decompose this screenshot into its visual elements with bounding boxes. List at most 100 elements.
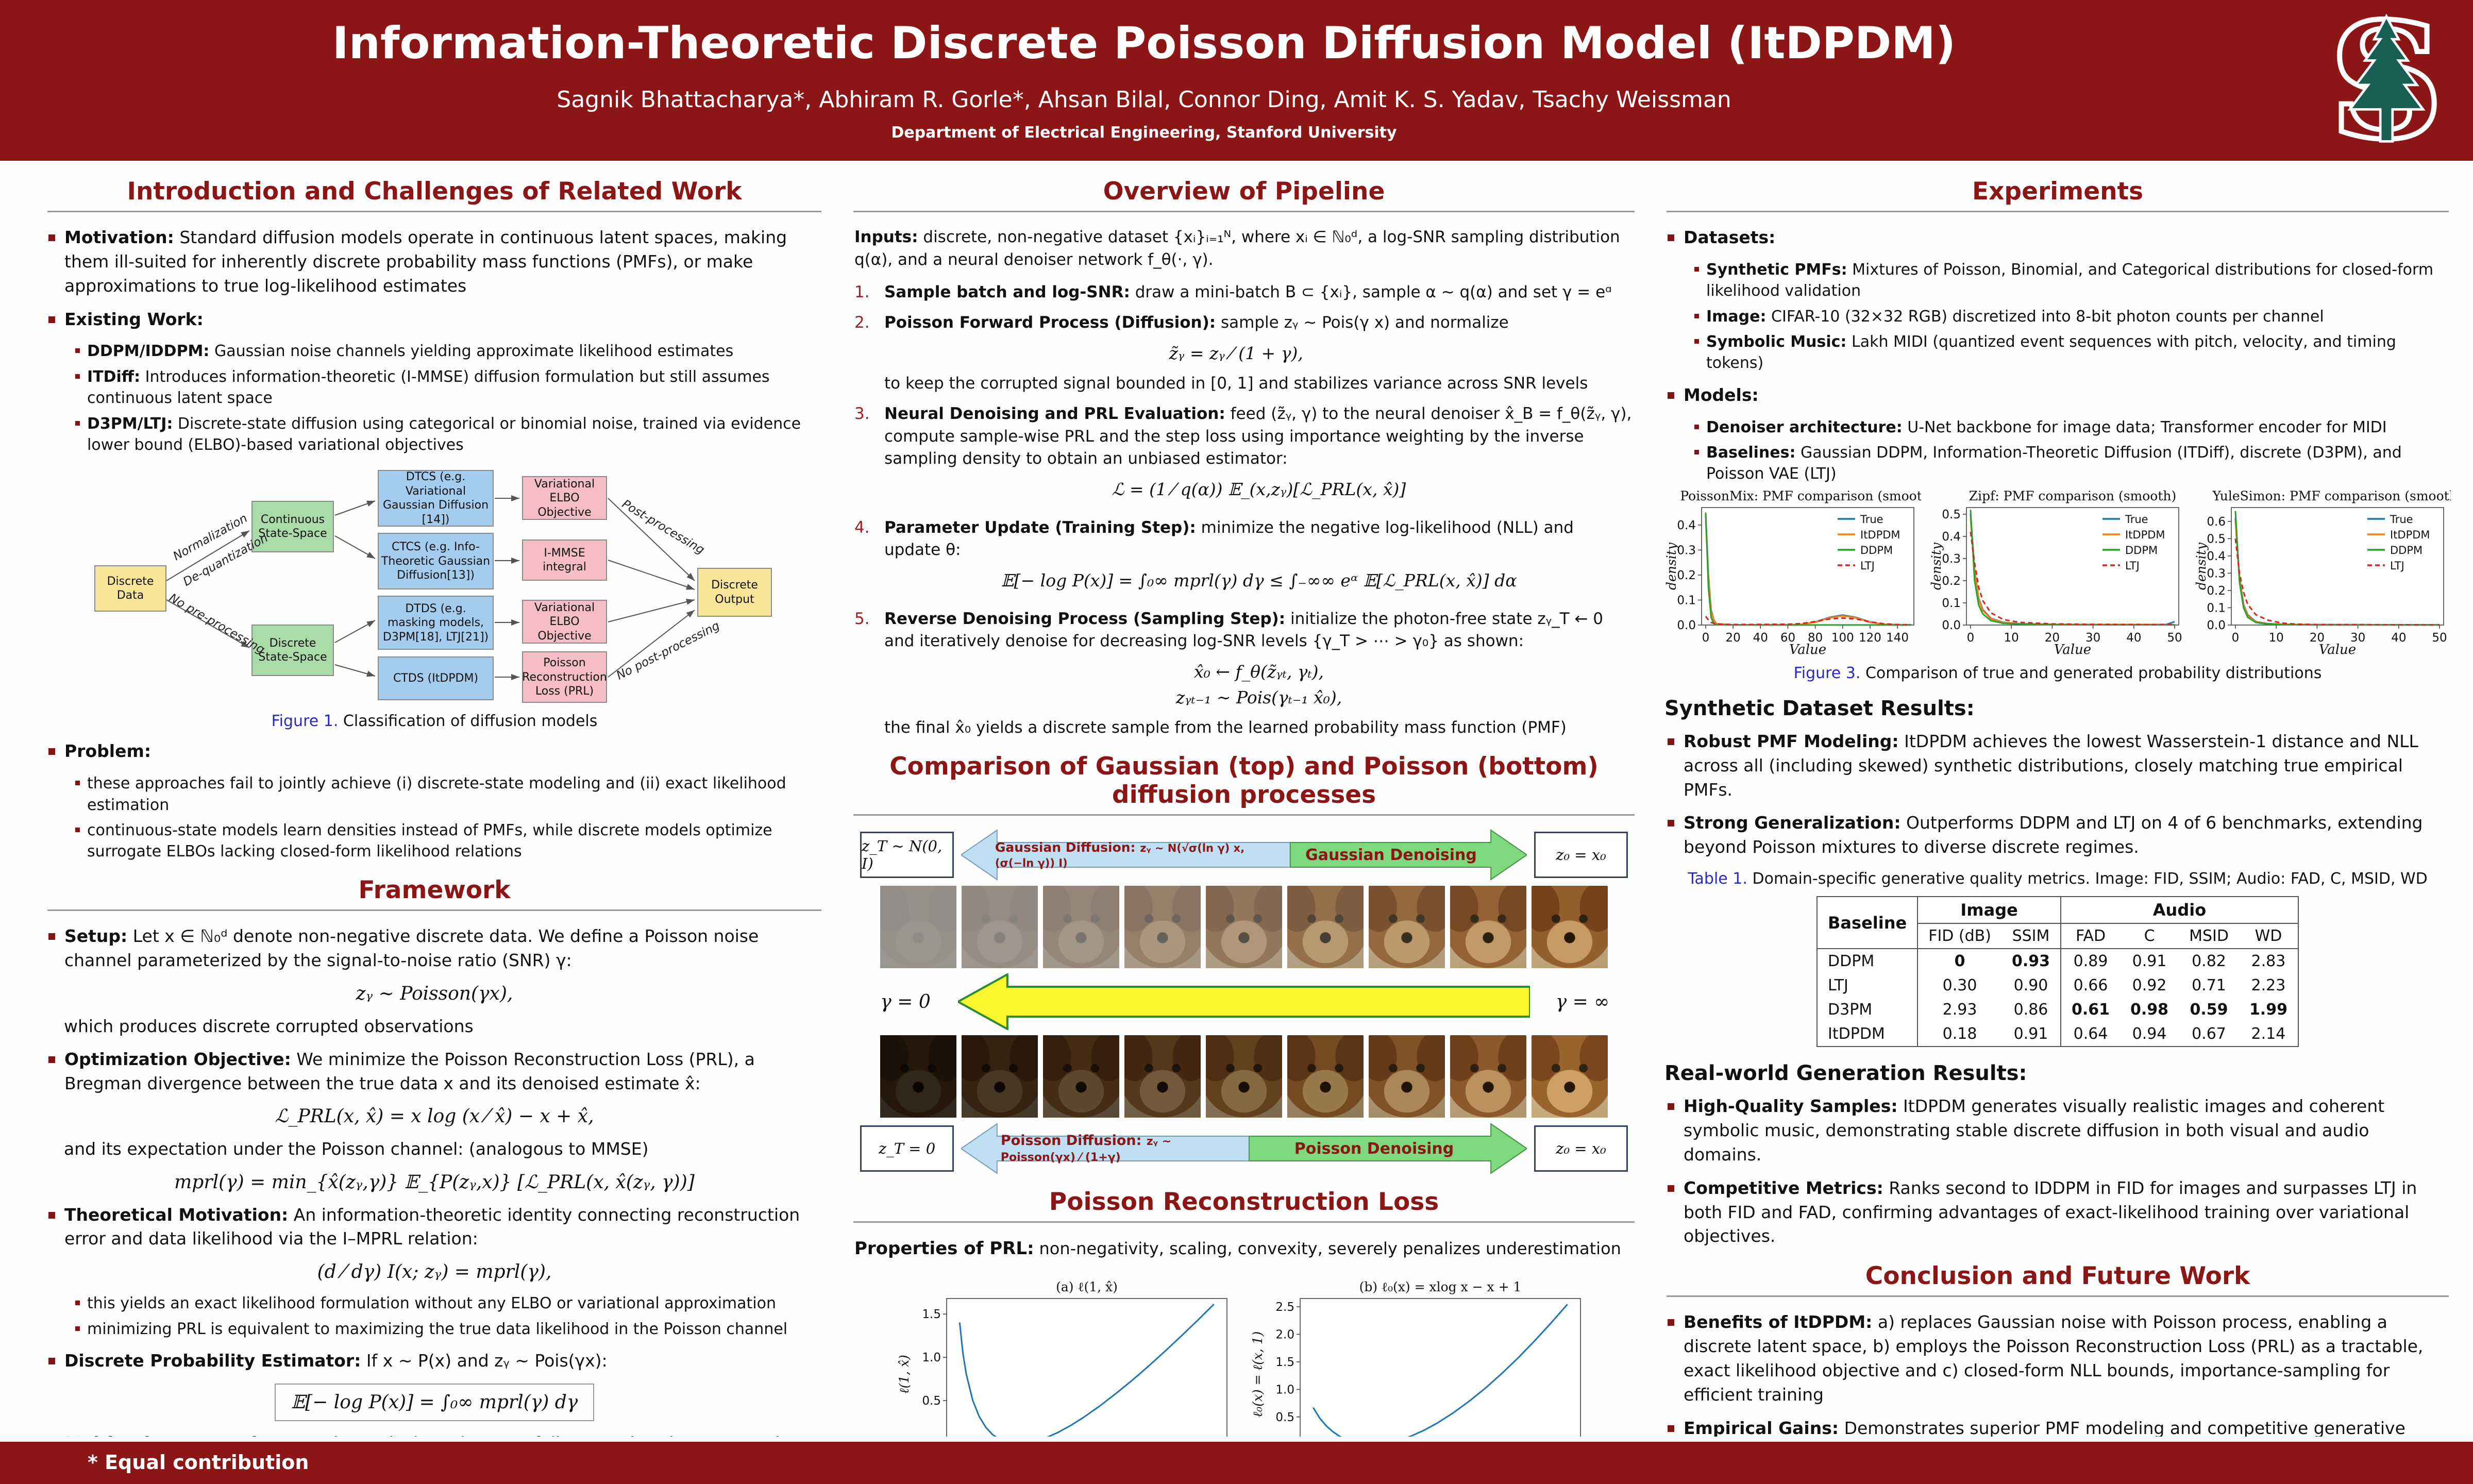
dog-image-frame	[1206, 886, 1282, 969]
bullet-icon	[1694, 450, 1699, 455]
dog-image-frame	[1043, 886, 1119, 969]
svg-text:0.5: 0.5	[922, 1394, 941, 1408]
svg-text:100: 100	[1831, 631, 1854, 645]
node-variational-elbo-1: Variational ELBO Objective	[522, 476, 607, 520]
middle-column: Overview of Pipeline Inputs: discrete, n…	[851, 164, 1637, 1437]
figure3-poissonmix-chart: 0 20 40 60 80 100 120 140 0.0 0.1 0.2 0.3 0.4 Value de…	[1664, 489, 1921, 657]
svg-text:1.0: 1.0	[922, 1351, 941, 1364]
dog-face-graphic	[1532, 886, 1608, 969]
gaussian-denoising-label: Gaussian Denoising	[1305, 846, 1477, 864]
svg-text:density: density	[1929, 542, 1944, 590]
dog-face-graphic	[880, 1035, 956, 1118]
state-box-zt-gaussian: z_T ∼ N(0, I)	[860, 832, 954, 879]
svg-text:30: 30	[2085, 631, 2100, 645]
svg-text:0.3: 0.3	[1942, 552, 1961, 566]
svg-text:0.0: 0.0	[2207, 619, 2226, 632]
bullet-icon	[75, 1326, 80, 1331]
step-2-after: to keep the corrupted signal bounded in …	[884, 374, 1588, 393]
node-prl: Poisson Reconstruction Loss (PRL)	[522, 651, 607, 703]
text-continuation: and its expectation under the Poisson ch…	[64, 1139, 649, 1159]
dog-face-graphic	[1206, 886, 1282, 969]
dog-image-frame	[1287, 1035, 1364, 1118]
poster-affiliation: Department of Electrical Engineering, St…	[891, 124, 1397, 142]
figure3-zipf-chart: 0 10 20 30 40 50 0.0 0.1 0.2 0.3 0.4 0.5 Value densit…	[1929, 489, 2182, 657]
figure2b-prl0-curve-chart: 012340.00.51.01.52.02.5xℓ₀(x) = ℓ(x, 1)(…	[1251, 1279, 1581, 1437]
subheading-synthetic-results: Synthetic Dataset Results:	[1664, 696, 1975, 720]
dog-face-graphic	[1043, 886, 1119, 969]
bullet-motivation: Motivation: Standard diffusion models op…	[48, 226, 820, 298]
bullet-icon	[75, 348, 80, 353]
svg-text:YuleSimon: PMF comparison (smo: YuleSimon: PMF comparison (smooth)	[2212, 489, 2451, 503]
dog-image-frame	[1450, 886, 1526, 969]
figure1-arrows	[166, 495, 695, 681]
svg-text:Zipf: PMF comparison (smooth): Zipf: PMF comparison (smooth)	[1969, 489, 2177, 503]
bullet-icon	[48, 1358, 55, 1365]
svg-text:1.0: 1.0	[1275, 1383, 1294, 1396]
svg-text:DDPM: DDPM	[2125, 544, 2158, 556]
dog-image-frame	[1043, 1035, 1119, 1118]
sub-bullet-symbolic-music: Symbolic Music: Lakh MIDI (quantized eve…	[1694, 331, 2448, 374]
node-discrete-data: Discrete Data	[94, 565, 166, 612]
svg-text:0.2: 0.2	[1942, 575, 1961, 588]
dog-face-graphic	[1206, 1035, 1282, 1118]
sub-bullet-problem-1: these approaches fail to jointly achieve…	[75, 773, 820, 816]
equation-nll-boxed-wrap: 𝔼[− log P(x)] = ∫₀∞ mprl(γ) dγ	[45, 1383, 823, 1421]
node-immse: I-MMSE integral	[522, 539, 607, 581]
svg-text:2.0: 2.0	[1275, 1328, 1294, 1341]
figure2a-prl-curve-chart: 012340.00.51.01.5x̂ℓ(1, x̂)(a) ℓ(1, x̂)	[897, 1279, 1227, 1437]
svg-text:0.4: 0.4	[1677, 519, 1696, 532]
dog-face-graphic	[1450, 886, 1526, 969]
table-group-header-row: Baseline Image Audio	[1817, 897, 2298, 950]
bullet-icon	[1668, 1185, 1674, 1192]
gamma-arrow-row: γ = 0 γ = ∞	[860, 973, 1628, 1031]
bullet-icon	[48, 933, 55, 940]
bullet-icon	[75, 828, 80, 833]
sub-bullet-ddpm: DDPM/IDDPM: Gaussian noise channels yiel…	[75, 341, 820, 362]
bullet-icon	[75, 420, 80, 426]
svg-text:120: 120	[1859, 631, 1881, 645]
sub-bullet-image-dataset: Image: CIFAR-10 (32×32 RGB) discretized …	[1694, 306, 2448, 327]
svg-text:LTJ: LTJ	[2125, 560, 2140, 572]
bullet-icon	[1668, 1319, 1674, 1326]
dog-image-frame	[880, 1035, 956, 1118]
gaussian-denoising-arrow-icon	[1289, 829, 1527, 881]
dog-face-graphic	[880, 886, 956, 969]
bullet-multivariate-extension: Multivariate extension: our theoretical …	[48, 1431, 820, 1437]
bullet-icon	[75, 781, 80, 786]
svg-text:0.5: 0.5	[1942, 508, 1961, 521]
pipeline-step-3: 3. Neural Denoising and PRL Evaluation: …	[854, 403, 1634, 508]
dog-image-frame	[1450, 1035, 1526, 1118]
figure3-yulesimon-chart: 0 10 20 30 40 50 0.0 0.1 0.2 0.3 0.4 0.5 0.6 Value den…	[2194, 489, 2451, 657]
bullet-icon	[1668, 392, 1674, 399]
divider	[1667, 1295, 2449, 1297]
gaussian-arrows: Gaussian Diffusion: zᵧ ∼ N(√σ(ln γ) x, (…	[961, 829, 1527, 881]
node-discrete-state-space: Discrete State-Space	[251, 625, 334, 677]
svg-text:0.2: 0.2	[2207, 584, 2226, 598]
step-5-after: the final x̂₀ yields a discrete sample f…	[884, 718, 1567, 737]
equation-nll-boxed: 𝔼[− log P(x)] = ∫₀∞ mprl(γ) dγ	[274, 1383, 595, 1421]
pipeline-step-4: 4. Parameter Update (Training Step): min…	[854, 517, 1634, 600]
gamma-axis-arrow	[958, 973, 1530, 1031]
gamma-infinity-label: γ = ∞	[1555, 991, 1610, 1013]
dog-image-frame	[1124, 886, 1201, 969]
figure1-caption: Figure 1. Classification of diffusion mo…	[271, 712, 598, 731]
bullet-icon	[1668, 1425, 1674, 1432]
svg-text:Value: Value	[1789, 642, 1826, 657]
sub-bullet-baselines: Baselines: Gaussian DDPM, Information-Th…	[1694, 442, 2448, 485]
poisson-arrow-row: z_T = 0 Poisson Diffusion: zᵧ ∼ Poisson(…	[860, 1123, 1628, 1175]
bullet-robust-pmf: Robust PMF Modeling: ItDPDM achieves the…	[1668, 730, 2448, 802]
equation-poisson-channel: zᵧ ∼ Poisson(γx),	[356, 983, 513, 1004]
svg-text:1.5: 1.5	[1275, 1355, 1294, 1369]
svg-text:DDPM: DDPM	[2390, 544, 2422, 556]
divider	[853, 211, 1635, 212]
svg-text:density: density	[1664, 542, 1679, 590]
gamma-arrow-icon	[958, 973, 1530, 1031]
svg-text:0.1: 0.1	[2207, 601, 2226, 615]
state-box-z0-gaussian: z₀ = x₀	[1534, 832, 1628, 879]
svg-text:0.3: 0.3	[1677, 544, 1696, 557]
svg-text:0.4: 0.4	[2207, 550, 2226, 563]
bullet-icon	[1694, 424, 1699, 429]
svg-text:PoissonMix: PMF comparison (sm: PoissonMix: PMF comparison (smooth)	[1680, 489, 1921, 503]
dog-face-graphic	[1450, 1035, 1526, 1118]
equation-prl: ℒ_PRL(x, x̂) = x log (x ⁄ x̂) − x + x̂,	[275, 1106, 594, 1127]
